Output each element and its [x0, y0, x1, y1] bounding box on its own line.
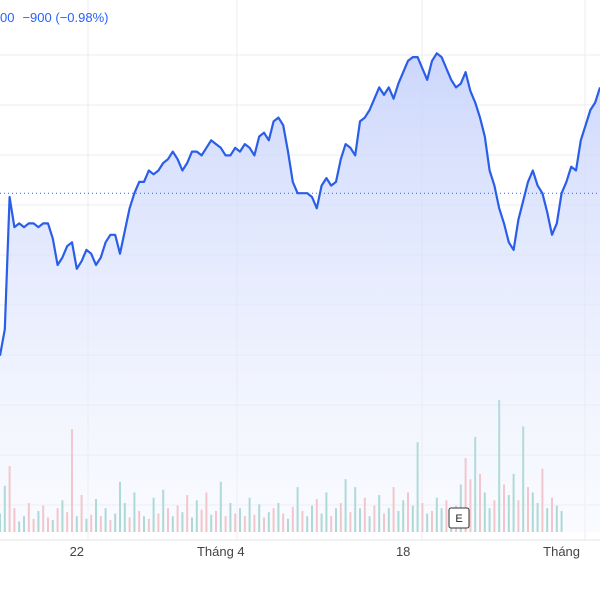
- event-marker: [448, 507, 470, 529]
- price-area: [0, 53, 600, 533]
- event-marker-label: E: [455, 513, 462, 525]
- price-value: 00: [0, 10, 15, 25]
- x-tick-label: Tháng 4: [197, 544, 245, 559]
- price-line: [0, 52, 600, 356]
- x-axis: 22 Tháng 4 18 Tháng: [70, 544, 580, 559]
- price-change: −900 (−0.98%): [22, 10, 109, 25]
- price-line-group: [0, 52, 600, 356]
- price-header: 00 −900 (−0.98%): [0, 10, 116, 25]
- x-tick-label: 22: [70, 544, 84, 559]
- price-area-fill: [0, 53, 600, 533]
- x-tick-label: Tháng: [543, 544, 580, 559]
- event-marker-group[interactable]: E: [448, 507, 470, 529]
- x-tick-label: 18: [396, 544, 410, 559]
